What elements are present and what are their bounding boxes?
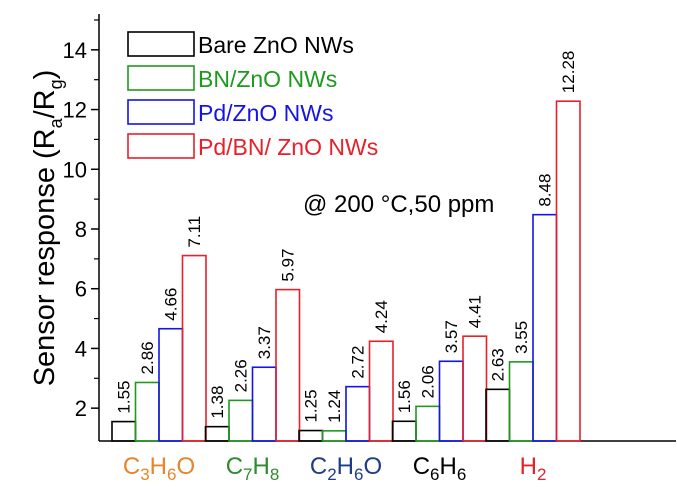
bar <box>275 288 301 442</box>
bar <box>415 405 441 442</box>
data-label: 3.37 <box>255 326 274 359</box>
plot-area: 2 4 6 8 10 12 14 1.552.86 4.66 7.11 1.38 2.263.37 5… <box>63 14 676 442</box>
data-label: 2.72 <box>349 346 368 379</box>
legend: Bare ZnO NWs BN/ZnO NWs Pd/ZnO NWs Pd/BN/ Z… <box>127 31 378 160</box>
data-label: 4.24 <box>372 300 391 333</box>
bar <box>134 381 160 442</box>
bar <box>158 327 184 442</box>
bar <box>181 254 207 442</box>
data-label: 2.06 <box>419 365 438 398</box>
data-label: 1.55 <box>115 380 134 413</box>
bar <box>391 420 417 442</box>
bar <box>368 340 394 442</box>
data-label: 8.48 <box>536 174 555 207</box>
bar <box>508 361 534 442</box>
y-tick-label: 2 <box>75 396 87 421</box>
value-labels: 1.552.86 4.66 7.11 1.38 2.263.37 5.97 1.25 1.24… <box>115 51 579 423</box>
bar <box>462 335 488 442</box>
bar <box>228 399 254 442</box>
y-tick-label: 10 <box>63 157 87 182</box>
x-tick-label: C6H6 <box>413 453 467 484</box>
legend-swatch <box>127 31 195 57</box>
x-tick-label: C2H6O <box>310 453 382 484</box>
data-label: 3.55 <box>512 321 531 354</box>
data-label: 5.97 <box>279 249 298 282</box>
bar <box>204 425 230 442</box>
bar <box>345 385 371 442</box>
x-tick-label: H2 <box>520 453 547 484</box>
data-label: 1.24 <box>325 390 344 423</box>
y-tick-label: 14 <box>63 38 87 63</box>
y-tick-label: 8 <box>75 217 87 242</box>
legend-label: Pd/ZnO NWs <box>198 100 333 126</box>
data-label: 2.86 <box>138 341 157 374</box>
bar <box>298 429 324 442</box>
y-axis-label: Sensor response (Ra/Rg) <box>29 70 66 387</box>
data-label: 1.25 <box>302 389 321 422</box>
data-label: 2.63 <box>489 348 508 381</box>
legend-swatch <box>127 65 195 91</box>
bar <box>438 360 464 442</box>
bar <box>485 388 511 442</box>
legend-label: Pd/BN/ ZnO NWs <box>198 134 378 160</box>
data-label: 12.28 <box>559 51 578 94</box>
x-tick-label: C3H6O <box>123 453 195 484</box>
data-label: 1.56 <box>395 380 414 413</box>
data-label: 1.38 <box>208 386 227 419</box>
data-label: 4.41 <box>466 295 485 328</box>
data-label: 2.26 <box>232 359 251 392</box>
x-tick-labels: C3H6O C7H8 C2H6O C6H6 H2 <box>123 453 547 484</box>
legend-swatch <box>127 99 195 125</box>
bar <box>532 213 558 442</box>
y-ticks: 2 4 6 8 10 12 14 <box>63 19 99 421</box>
legend-label: BN/ZnO NWs <box>198 66 337 92</box>
y-tick-label: 6 <box>75 277 87 302</box>
legend-label: Bare ZnO NWs <box>198 32 354 58</box>
bars <box>111 100 581 442</box>
data-label: 3.57 <box>442 320 461 353</box>
y-tick-label: 4 <box>75 336 87 361</box>
bar <box>555 100 581 442</box>
legend-swatch <box>127 133 195 159</box>
x-tick-label: C7H8 <box>226 453 280 484</box>
y-tick-label: 12 <box>63 98 87 123</box>
data-label: 4.66 <box>162 288 181 321</box>
bar <box>321 430 347 442</box>
bar <box>111 420 137 442</box>
condition-annotation: @ 200 °C,50 ppm <box>303 191 494 218</box>
data-label: 7.11 <box>185 216 204 248</box>
bar <box>251 366 277 442</box>
